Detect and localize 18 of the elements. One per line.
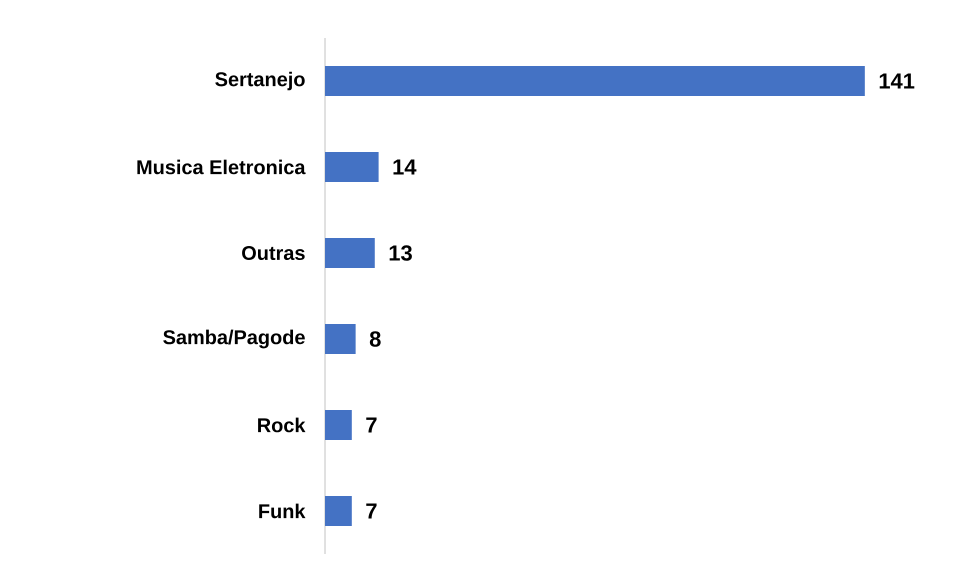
data-label: 7 <box>366 503 377 519</box>
data-label: 7 <box>366 417 377 433</box>
y-tick-label: Sertanejo <box>215 72 305 90</box>
bar <box>325 496 352 526</box>
bar <box>325 66 865 96</box>
bar <box>325 410 352 440</box>
data-label: 8 <box>370 331 381 347</box>
y-tick-label: Rock <box>258 418 306 432</box>
data-label: 13 <box>390 245 412 261</box>
data-label: 14 <box>394 159 416 175</box>
y-tick-label: Musica Eletronica <box>137 160 306 174</box>
data-label: 141 <box>880 73 914 89</box>
y-tick-label: Funk <box>259 504 306 518</box>
y-tick-label: Samba/Pagode <box>163 330 305 348</box>
bar <box>325 152 379 182</box>
bar <box>325 324 356 354</box>
bar <box>325 238 375 268</box>
y-tick-label: Outras <box>242 246 305 260</box>
